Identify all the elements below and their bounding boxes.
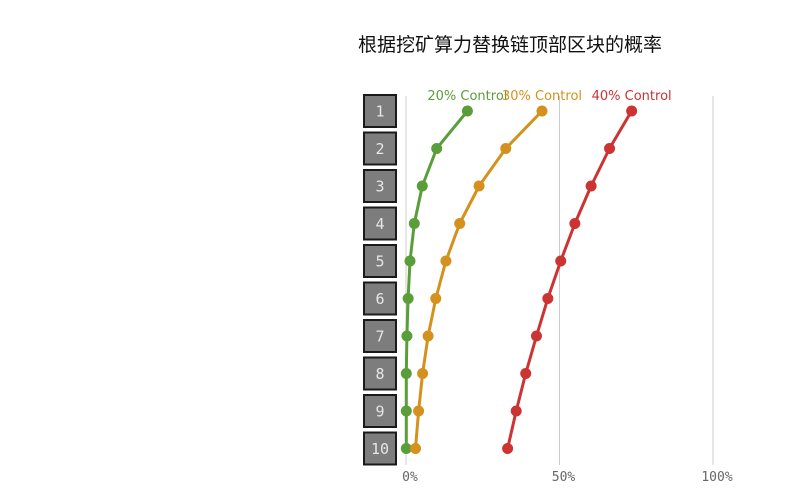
block-box-rect: [363, 394, 397, 428]
block-number-label: 7: [375, 328, 384, 346]
data-point: [454, 218, 466, 229]
block-box-rect: [363, 244, 397, 278]
chart-title: 根据挖矿算力替换链顶部区块的概率: [358, 34, 662, 56]
block-number-label: 9: [375, 403, 384, 421]
data-point: [440, 255, 452, 267]
x-tick-label: 100%: [701, 470, 732, 485]
block-number-label: 1: [375, 103, 384, 121]
data-point: [401, 330, 413, 342]
series: [410, 105, 548, 454]
block-box-rect: [363, 281, 397, 316]
block-box: 3: [363, 169, 397, 203]
block-box: 4: [363, 206, 397, 241]
data-point: [502, 443, 514, 454]
block-number-label: 4: [375, 215, 384, 233]
block-number-label: 3: [375, 178, 384, 196]
data-point: [604, 143, 616, 154]
series-line: [414, 109, 544, 450]
block-box: 10: [363, 431, 397, 466]
data-point: [542, 293, 554, 304]
block-number-label: 5: [375, 253, 384, 271]
block-box-rect: [363, 431, 397, 466]
block-box-rect: [363, 319, 397, 353]
data-point: [585, 180, 597, 192]
x-axis-ticks: 0% 50% 100%: [402, 470, 733, 485]
data-point: [400, 405, 412, 417]
data-point: [626, 105, 638, 117]
series-label: 30% Control: [502, 89, 582, 104]
series-line: [506, 109, 634, 450]
block-labels: 1 2 3 4 5 6 7 8 9 10: [363, 94, 397, 466]
block-box-rect: [363, 131, 397, 166]
block-number-label: 2: [375, 140, 384, 158]
block-box: 9: [363, 394, 397, 428]
data-point: [413, 405, 425, 417]
data-point: [416, 180, 428, 192]
block-box: 7: [363, 319, 397, 353]
series-label: 20% Control: [427, 89, 507, 104]
series-lines: [400, 105, 638, 454]
data-point: [530, 330, 542, 342]
data-point: [536, 105, 548, 117]
data-point: [510, 405, 522, 417]
series-label: 40% Control: [592, 89, 672, 104]
data-point: [520, 368, 532, 379]
data-point: [400, 443, 412, 454]
data-point: [410, 443, 422, 454]
series-line: [404, 109, 469, 450]
data-point: [461, 105, 473, 117]
x-tick-label: 50%: [552, 470, 576, 485]
block-box-rect: [363, 356, 397, 391]
block-box: 5: [363, 244, 397, 278]
block-number-label: 6: [375, 290, 384, 308]
block-number-label: 10: [371, 440, 389, 458]
block-box-rect: [363, 169, 397, 203]
gridlines: [405, 96, 714, 465]
data-point: [430, 293, 442, 304]
series: [502, 105, 638, 454]
data-point: [555, 255, 567, 267]
data-point: [404, 255, 416, 267]
block-box: 1: [363, 94, 397, 128]
data-point: [400, 368, 412, 379]
x-tick-label: 0%: [402, 470, 418, 485]
block-box-rect: [363, 94, 397, 128]
block-number-label: 8: [375, 365, 384, 383]
data-point: [473, 180, 485, 192]
data-point: [402, 293, 414, 304]
data-point: [422, 330, 434, 342]
block-box: 6: [363, 281, 397, 316]
data-point: [417, 368, 429, 379]
series: [400, 105, 473, 454]
data-point: [408, 218, 420, 229]
data-point: [431, 143, 443, 154]
block-box: 8: [363, 356, 397, 391]
block-box: 2: [363, 131, 397, 166]
block-box-rect: [363, 206, 397, 241]
data-point: [569, 218, 581, 229]
data-point: [500, 143, 512, 154]
